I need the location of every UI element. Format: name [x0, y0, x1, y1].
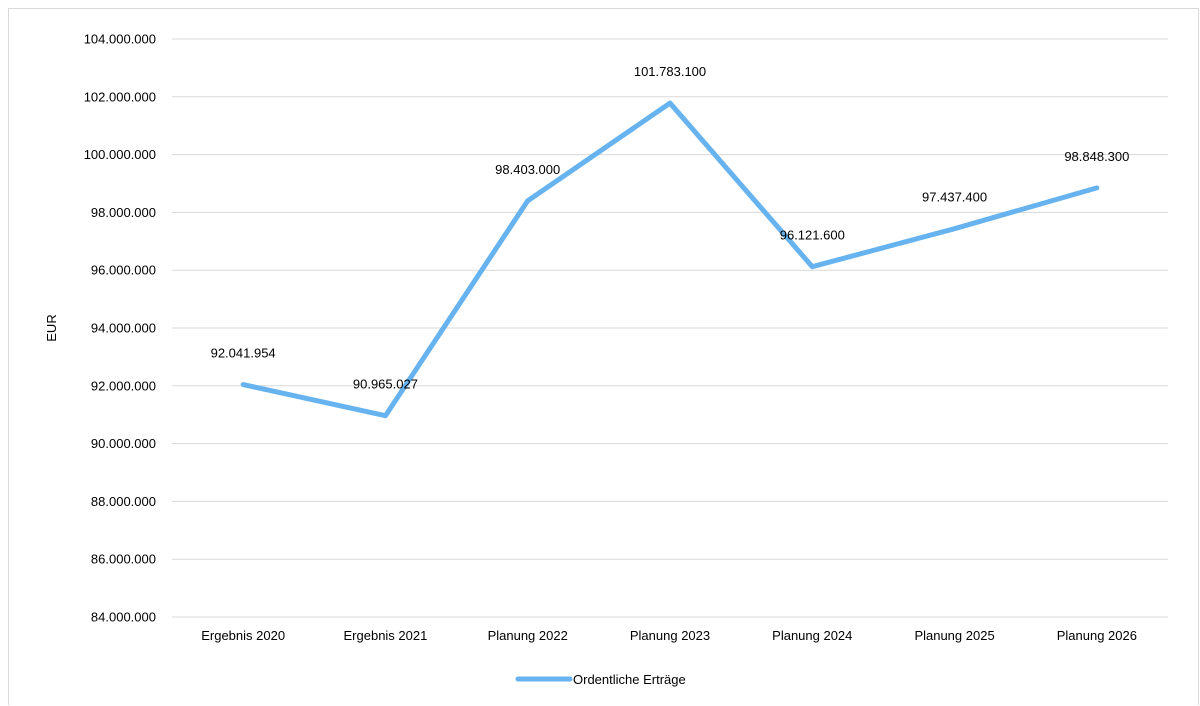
y-tick-label: 92.000.000 [91, 378, 156, 393]
x-tick-label: Planung 2023 [630, 628, 710, 643]
y-axis-label: EUR [44, 314, 59, 341]
gridlines [172, 38, 1168, 618]
data-label: 98.848.300 [1064, 149, 1129, 164]
legend: Ordentliche Erträge [515, 672, 686, 687]
y-tick-label: 96.000.000 [91, 263, 156, 278]
y-tick-label: 84.000.000 [91, 610, 156, 625]
y-tick-label: 102.000.000 [84, 89, 156, 104]
series-group [240, 100, 1100, 419]
x-axis-ticks: Ergebnis 2020 Ergebnis 2021 Planung 2022 Pl… [201, 628, 1137, 643]
y-tick-label: 90.000.000 [91, 436, 156, 451]
data-label: 101.783.100 [634, 64, 706, 79]
data-label: 90.965.027 [353, 377, 418, 392]
data-label: 97.437.400 [922, 190, 987, 205]
y-tick-label: 98.000.000 [91, 205, 156, 220]
legend-entry: Ordentliche Erträge [573, 672, 686, 687]
y-tick-label: 86.000.000 [91, 552, 156, 567]
x-tick-label: Planung 2024 [772, 628, 852, 643]
x-tick-label: Planung 2022 [488, 628, 568, 643]
data-label: 96.121.600 [780, 228, 845, 243]
y-tick-label: 94.000.000 [91, 321, 156, 336]
x-tick-label: Ergebnis 2020 [201, 628, 285, 643]
series-line [240, 100, 1100, 419]
x-tick-label: Planung 2025 [914, 628, 994, 643]
x-tick-label: Planung 2026 [1057, 628, 1137, 643]
y-tick-label: 104.000.000 [84, 32, 156, 47]
y-tick-label: 100.000.000 [84, 147, 156, 162]
y-tick-label: 88.000.000 [91, 494, 156, 509]
chart-frame [8, 8, 1199, 705]
data-labels: 92.041.954 90.965.027 98.403.000 101.783.10… [211, 64, 1130, 392]
data-label: 92.041.954 [211, 346, 276, 361]
data-label: 98.403.000 [495, 162, 560, 177]
y-axis-ticks: 84.000.000 86.000.000 88.000.000 90.000.000… [84, 32, 156, 625]
x-tick-label: Ergebnis 2021 [344, 628, 428, 643]
